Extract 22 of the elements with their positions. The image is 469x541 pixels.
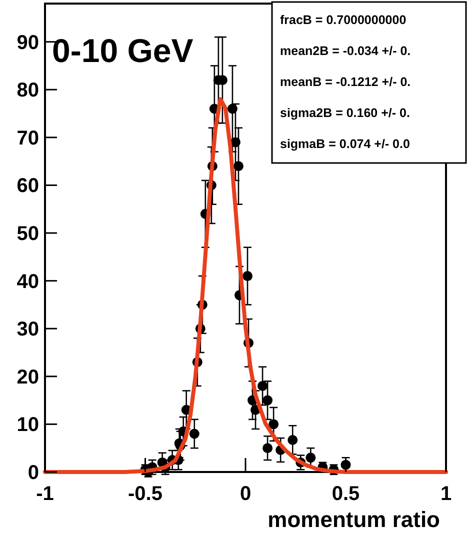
y-tick-label: 60 (16, 175, 39, 198)
annotation: fracB = 0.7000000000 (280, 13, 406, 27)
x-tick-label: -1 (36, 483, 54, 505)
y-tick-label: 70 (16, 127, 39, 150)
annotation: sigmaB = 0.074 +/- 0.0 (280, 137, 410, 151)
annotation: meanB = -0.1212 +/- 0. (280, 75, 411, 89)
y-tick-label: 0 (28, 462, 39, 484)
x-tick-label: 0.5 (332, 483, 360, 505)
text: 0-10 GeV (52, 32, 194, 69)
x-tick-label: 0 (240, 483, 252, 505)
y-tick-label: 50 (16, 223, 39, 246)
y-tick-label: 10 (16, 414, 39, 436)
x-tick-label: -0.5 (128, 483, 162, 505)
y-tick-label: 80 (16, 80, 39, 102)
y-tick-label: 90 (16, 32, 39, 54)
annotation: sigma2B = 0.160 +/- 0. (280, 106, 410, 120)
annotation: mean2B = -0.034 +/- 0. (280, 44, 411, 58)
y-tick-label: 40 (16, 270, 39, 293)
y-tick-label: 30 (16, 318, 39, 341)
x-axis-title: momentum ratio (268, 507, 440, 532)
y-tick-label: 20 (16, 366, 39, 388)
x-tick-label: 1 (440, 483, 452, 505)
